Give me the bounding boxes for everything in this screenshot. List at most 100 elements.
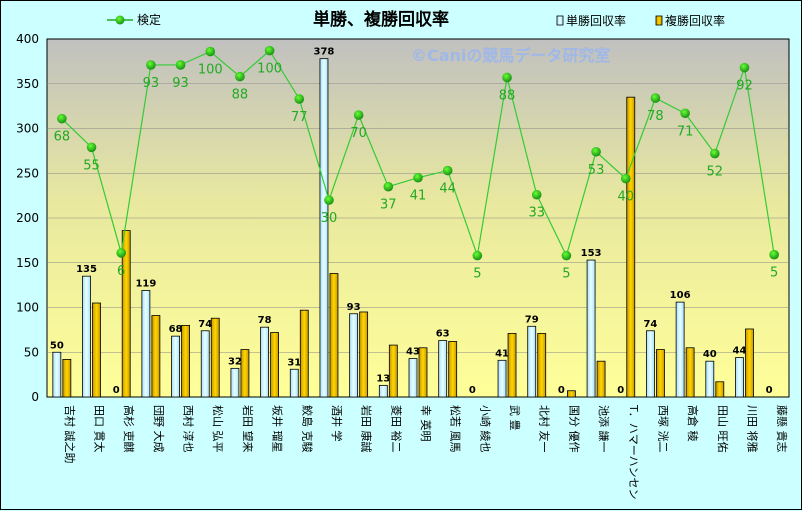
kentei-label: 52 xyxy=(707,165,724,180)
bar-fukusho xyxy=(270,332,280,398)
legend-dot-swatch xyxy=(115,15,125,25)
bar-value-label: 63 xyxy=(436,329,450,340)
category-label: 西塚 洸二 xyxy=(656,405,670,453)
bar-value-label: 119 xyxy=(135,278,156,289)
category-label: 松若 風馬 xyxy=(449,405,463,453)
bar-fukusho xyxy=(715,381,725,398)
bar-value-label: 378 xyxy=(314,47,335,58)
bar-value-label: 40 xyxy=(703,349,717,360)
bar-tansho xyxy=(735,357,744,398)
bar-fukusho xyxy=(388,344,398,398)
bar-fukusho xyxy=(626,96,636,398)
kentei-label: 68 xyxy=(54,130,71,145)
kentei-label: 70 xyxy=(350,126,367,141)
kentei-point xyxy=(531,189,542,200)
bar-fukusho xyxy=(329,273,339,398)
kentei-label: 53 xyxy=(588,163,605,178)
bar-value-label: 74 xyxy=(643,319,657,330)
bar-fukusho xyxy=(359,311,369,398)
kentei-point xyxy=(413,172,423,183)
bar-fukusho xyxy=(418,347,428,398)
kentei-label: 71 xyxy=(677,124,694,139)
bar-value-label: 31 xyxy=(287,357,301,368)
bar-fukusho xyxy=(596,360,606,398)
category-label: 岩田 望来 xyxy=(241,405,255,453)
y-tick-label: 200 xyxy=(16,211,39,225)
category-label: 田口 貫太 xyxy=(93,405,106,453)
legend-label-kentei: 検定 xyxy=(137,12,161,27)
kentei-point xyxy=(502,72,512,83)
bar-fukusho xyxy=(240,349,250,398)
bar-tansho xyxy=(705,360,715,398)
bar-value-label: 93 xyxy=(347,302,361,313)
category-label: 鮫島 克駿 xyxy=(300,405,314,453)
kentei-point xyxy=(146,60,156,70)
kentei-label: 40 xyxy=(617,190,634,205)
kentei-point xyxy=(472,250,483,261)
kentei-label: 44 xyxy=(439,182,456,197)
kentei-point xyxy=(264,45,275,56)
bar-value-label: 106 xyxy=(670,290,691,301)
kentei-point xyxy=(383,181,394,192)
kentei-point xyxy=(620,173,631,184)
bar-tansho xyxy=(171,335,180,398)
legend-label-fukusho: 複勝回収率 xyxy=(665,13,725,28)
category-label: 藤懸 貴志 xyxy=(775,405,789,453)
bar-fukusho xyxy=(685,347,695,398)
bar-value-label: 153 xyxy=(581,248,602,259)
bar-value-label: 0 xyxy=(766,385,773,396)
y-tick-label: 150 xyxy=(16,256,39,270)
bar-tansho xyxy=(230,367,240,398)
y-tick-label: 250 xyxy=(16,166,39,180)
bar-value-label: 0 xyxy=(558,385,565,396)
bar-fukusho xyxy=(299,309,309,398)
kentei-label: 6 xyxy=(117,264,125,279)
kentei-label: 5 xyxy=(473,267,481,282)
kentei-label: 93 xyxy=(172,76,189,91)
bar-tansho xyxy=(408,358,418,398)
kentei-point xyxy=(175,60,186,70)
kentei-point xyxy=(710,148,720,159)
bar-fukusho xyxy=(745,328,754,398)
kentei-label: 37 xyxy=(380,198,397,213)
kentei-label: 5 xyxy=(562,267,570,282)
legend-label-tansho: 単勝回収率 xyxy=(566,13,626,28)
category-label: 北村 友一 xyxy=(538,405,552,453)
kentei-label: 41 xyxy=(410,189,427,204)
kentei-point xyxy=(769,249,779,260)
bar-value-label: 78 xyxy=(258,315,272,326)
bar-fukusho xyxy=(656,349,665,398)
y-tick-label: 300 xyxy=(16,122,39,136)
bar-fukusho xyxy=(151,315,161,398)
kentei-label: 93 xyxy=(143,76,160,91)
bar-fukusho xyxy=(121,230,131,398)
bar-value-label: 135 xyxy=(76,264,97,275)
category-label: 西村 淳也 xyxy=(182,405,196,453)
kentei-point xyxy=(680,108,690,119)
y-tick-label: 50 xyxy=(24,345,39,359)
kentei-point xyxy=(205,46,216,57)
category-label: T．ハマーハンセン xyxy=(627,404,640,500)
legend-blue-swatch xyxy=(556,15,564,26)
category-label: 酒井 学 xyxy=(330,405,344,442)
bar-value-label: 43 xyxy=(406,347,420,358)
kentei-point xyxy=(235,71,245,82)
kentei-point xyxy=(324,195,334,205)
kentei-label: 55 xyxy=(83,158,100,173)
bar-fukusho xyxy=(92,302,101,398)
bar-tansho xyxy=(586,259,596,398)
bar-value-label: 50 xyxy=(50,340,64,351)
bar-value-label: 44 xyxy=(733,346,747,357)
bar-tansho xyxy=(497,359,507,398)
bar-tansho xyxy=(378,384,388,398)
category-label: 菱田 裕二 xyxy=(389,405,402,453)
bar-fukusho xyxy=(537,333,547,398)
kentei-label: 100 xyxy=(257,62,282,77)
y-tick-label: 0 xyxy=(31,390,39,404)
legend-gold-swatch xyxy=(655,15,663,26)
kentei-point xyxy=(86,142,97,153)
bar-tansho xyxy=(141,290,151,398)
legend: 検定 単勝回収率 複勝回収率 xyxy=(107,12,725,28)
bar-fukusho xyxy=(181,324,190,398)
